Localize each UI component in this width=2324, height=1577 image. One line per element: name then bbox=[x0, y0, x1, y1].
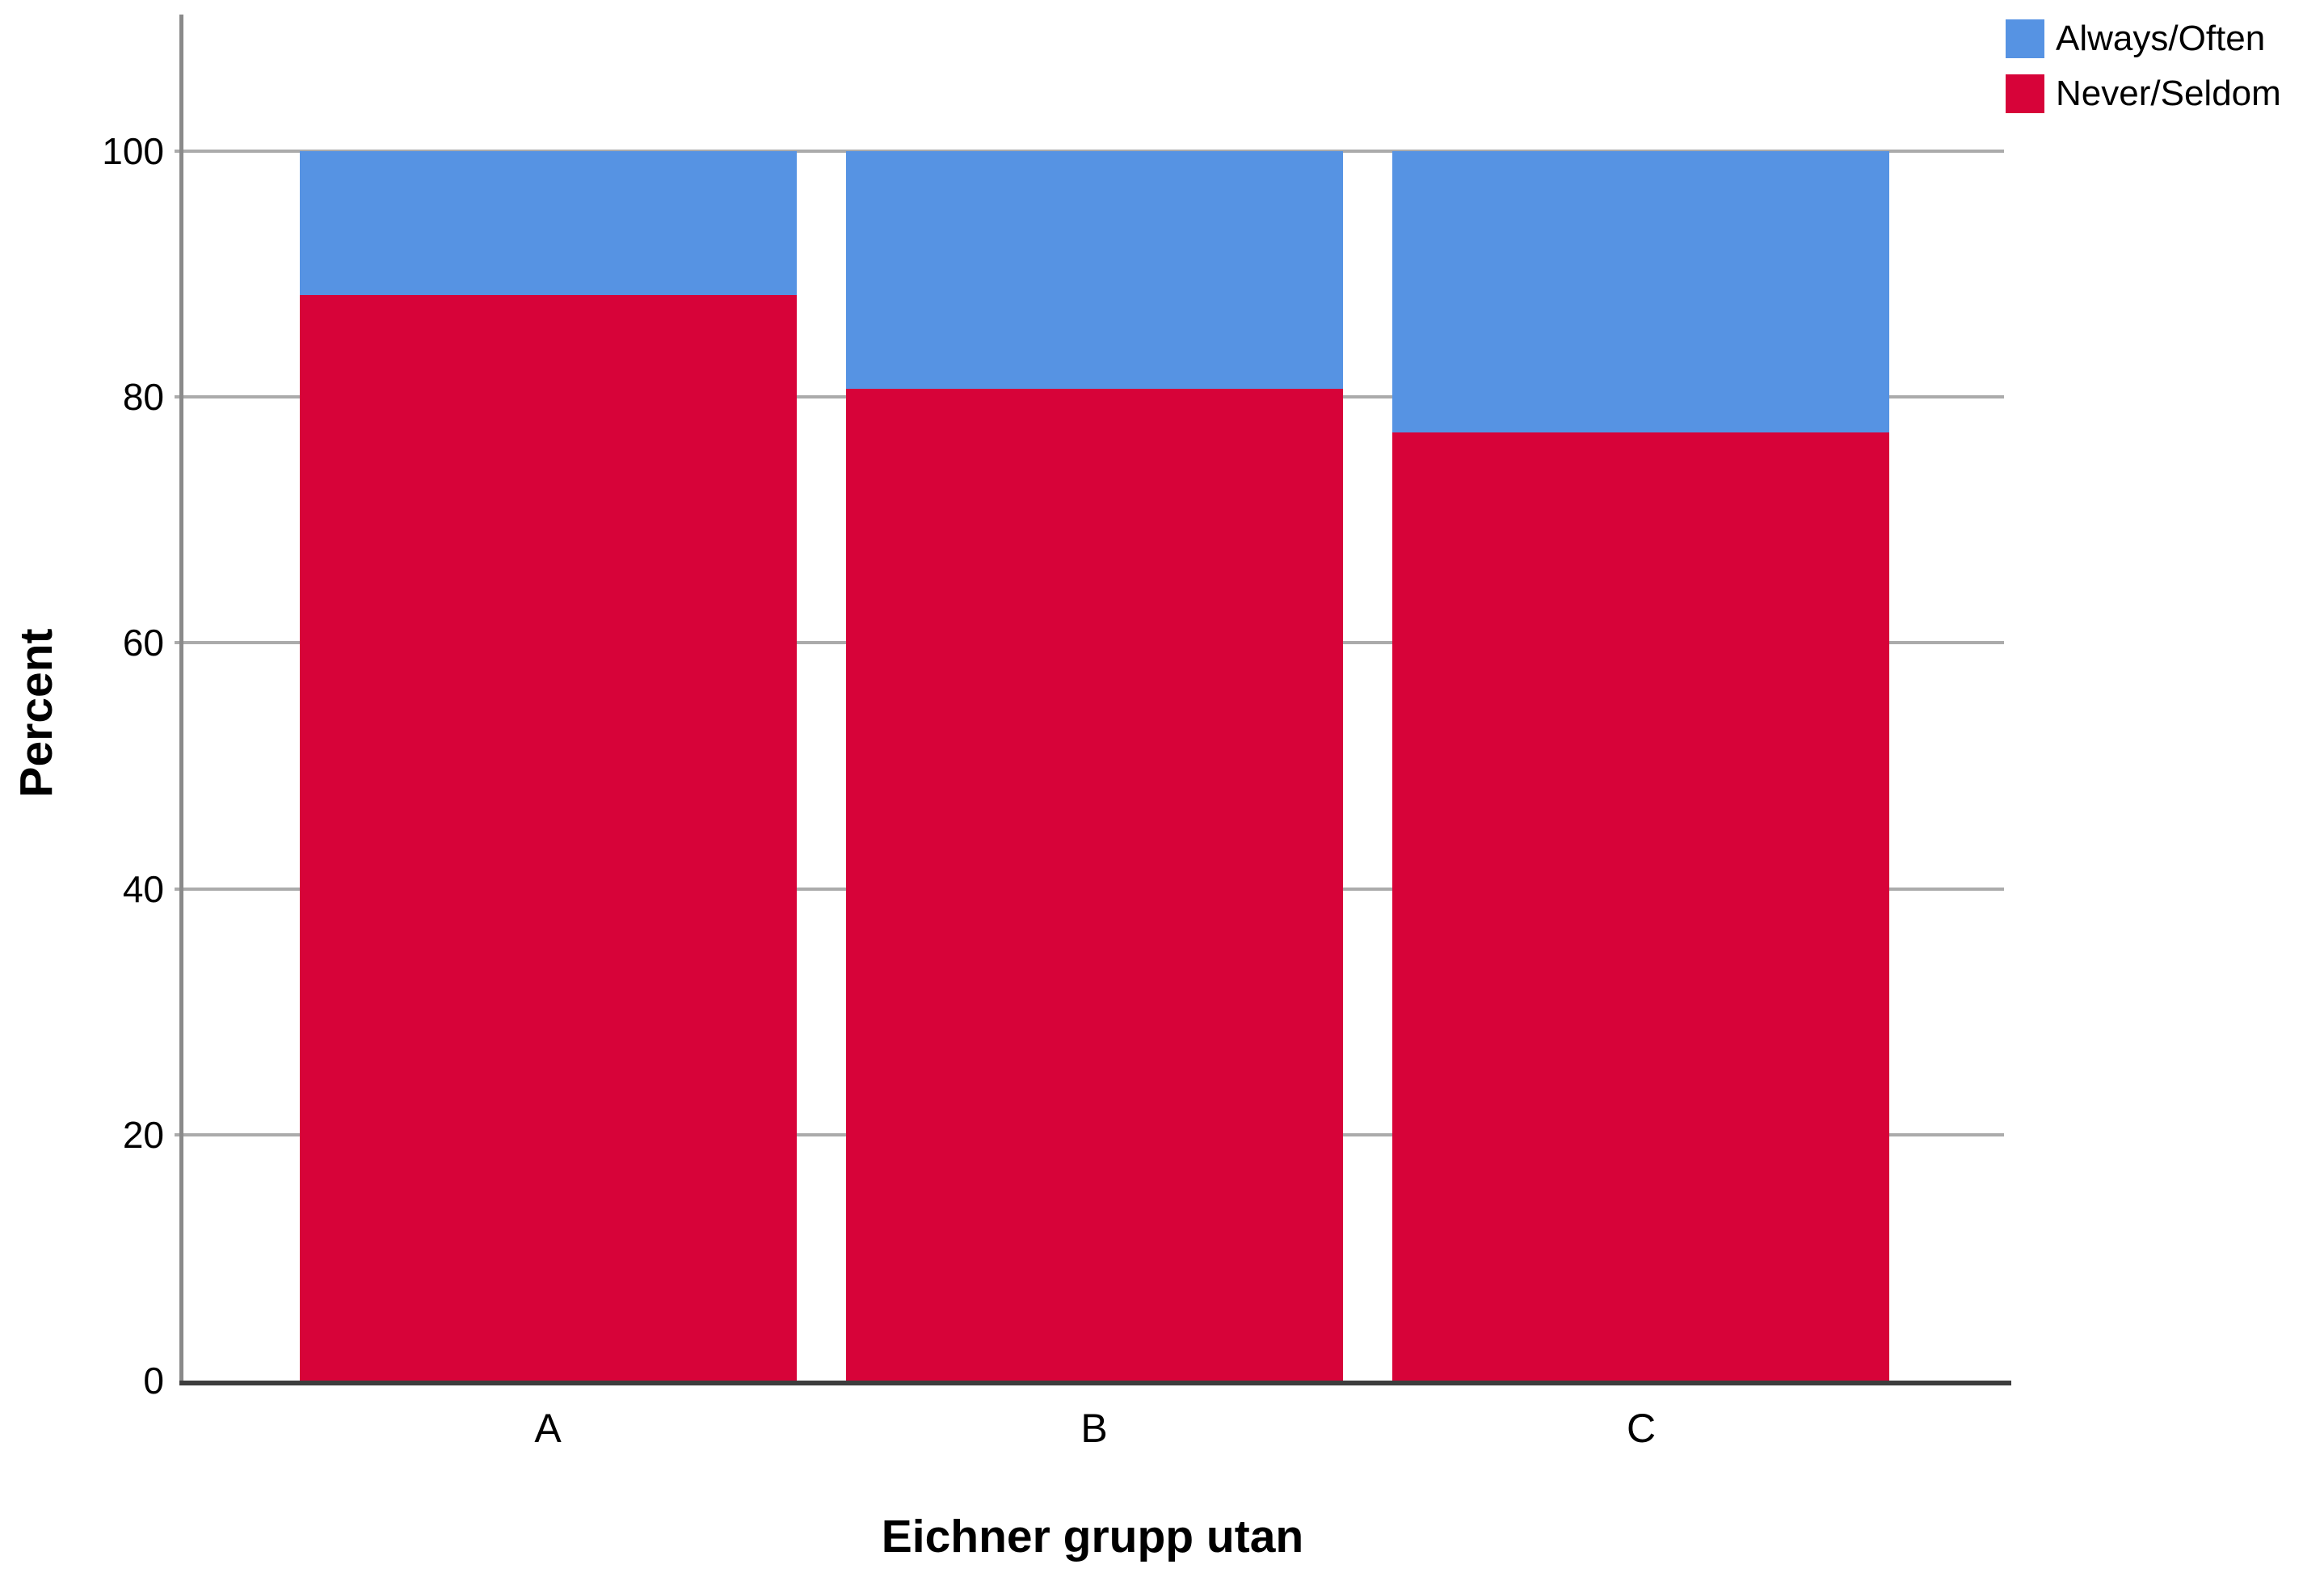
y-tick-label-100: 100 bbox=[102, 130, 164, 172]
x-axis-title: Eichner grupp utan bbox=[881, 1511, 1304, 1562]
x-tick-label-b: B bbox=[1080, 1406, 1108, 1451]
legend-item-always-often: Always/Often bbox=[2006, 19, 2281, 58]
bar-B-always-often-segment bbox=[846, 151, 1343, 389]
legend-swatch-always-often bbox=[2006, 19, 2044, 58]
legend-swatch-never-seldom bbox=[2006, 74, 2044, 113]
legend-item-never-seldom: Never/Seldom bbox=[2006, 74, 2281, 113]
y-tick-label-60: 60 bbox=[122, 622, 164, 664]
bar-C-always-often-segment bbox=[1392, 151, 1889, 433]
y-tick-label-40: 40 bbox=[122, 867, 164, 910]
x-tick-label-c: C bbox=[1626, 1406, 1657, 1451]
y-tick-label-0: 0 bbox=[143, 1360, 164, 1402]
gridline-100 bbox=[175, 150, 2004, 153]
legend-label-never-seldom: Never/Seldom bbox=[2056, 74, 2281, 113]
bar-A-always-often-segment bbox=[300, 151, 797, 295]
y-tick-label-80: 80 bbox=[122, 376, 164, 419]
x-axis-line bbox=[179, 1381, 2011, 1385]
bar-B-never-seldom-segment bbox=[846, 388, 1343, 1381]
bar-A bbox=[300, 151, 797, 1381]
y-tick-label-20: 20 bbox=[122, 1113, 164, 1156]
plot-area bbox=[175, 0, 2004, 1381]
y-axis-line bbox=[179, 15, 183, 1385]
legend-label-always-often: Always/Often bbox=[2056, 19, 2266, 58]
bar-A-never-seldom-segment bbox=[300, 294, 797, 1381]
legend: Always/Often Never/Seldom bbox=[2006, 19, 2281, 113]
bar-C-never-seldom-segment bbox=[1392, 432, 1889, 1381]
x-tick-label-a: A bbox=[534, 1406, 562, 1451]
bar-C bbox=[1392, 151, 1889, 1381]
bar-B bbox=[846, 151, 1343, 1381]
